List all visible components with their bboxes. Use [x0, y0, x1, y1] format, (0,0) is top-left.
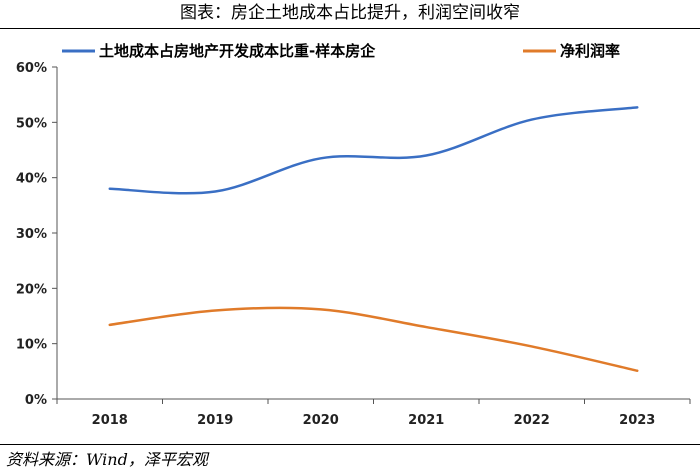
chart-title: 图表：房企土地成本占比提升，利润空间收窄 — [180, 3, 520, 23]
x-tick-label: 2022 — [514, 413, 550, 428]
y-axis-ticks: 0% 10% 20% 30% 40% 50% 60% — [16, 61, 57, 408]
x-axis-ticks: 2018 2019 2020 2021 2022 2023 — [56, 399, 691, 428]
y-tick-label: 50% — [16, 116, 47, 131]
y-tick-label: 0% — [25, 393, 47, 408]
x-tick-label: 2021 — [408, 413, 444, 428]
x-tick-label: 2023 — [619, 413, 655, 428]
x-tick-label: 2018 — [92, 413, 128, 428]
x-tick-label: 2020 — [303, 413, 339, 428]
bottom-divider — [0, 444, 700, 445]
series-line-1 — [108, 106, 639, 195]
y-tick-label: 40% — [16, 172, 47, 187]
series-lines — [108, 106, 639, 373]
source-note: 资料来源：Wind，泽平宏观 — [6, 450, 208, 469]
y-tick-label: 60% — [16, 61, 47, 76]
series-line-2 — [108, 306, 639, 373]
axes — [56, 67, 690, 400]
top-divider — [0, 28, 700, 29]
y-tick-label: 10% — [16, 338, 47, 353]
legend: 土地成本占房地产开发成本比重-样本房企 净利润率 — [62, 42, 620, 60]
y-tick-label: 30% — [16, 227, 47, 242]
legend-label: 土地成本占房地产开发成本比重-样本房企 — [99, 42, 376, 60]
line-chart: 0% 10% 20% 30% 40% 50% 60% 2018 2019 2020 2021 202… — [16, 42, 691, 428]
legend-label: 净利润率 — [560, 42, 620, 60]
x-tick-label: 2019 — [197, 413, 233, 428]
y-tick-label: 20% — [16, 282, 47, 297]
